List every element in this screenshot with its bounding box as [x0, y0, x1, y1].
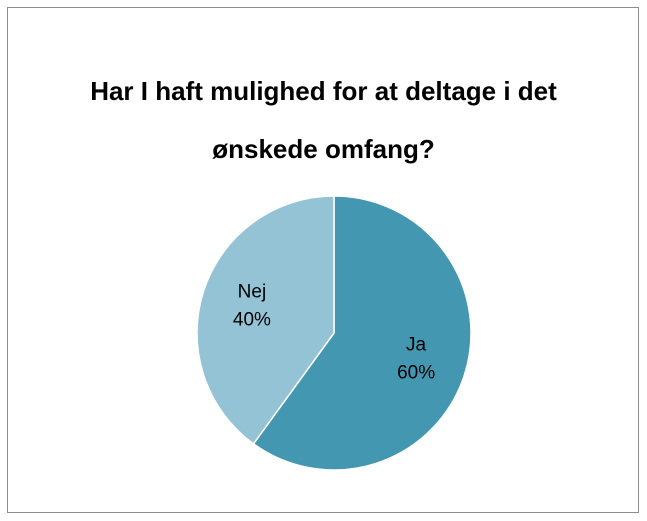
pie-slice	[196, 195, 335, 445]
chart-frame	[7, 7, 639, 513]
chart-title: Har I haft mulighed for at deltage i det…	[90, 76, 557, 164]
slice-label: Nej	[238, 281, 267, 302]
title-box: Har I haft mulighed for at deltage i det…	[0, 62, 647, 178]
slice-value: 60%	[397, 363, 435, 384]
pie-slice	[252, 195, 472, 471]
slice-value: 40%	[233, 309, 271, 330]
slice-label: Ja	[406, 335, 427, 356]
